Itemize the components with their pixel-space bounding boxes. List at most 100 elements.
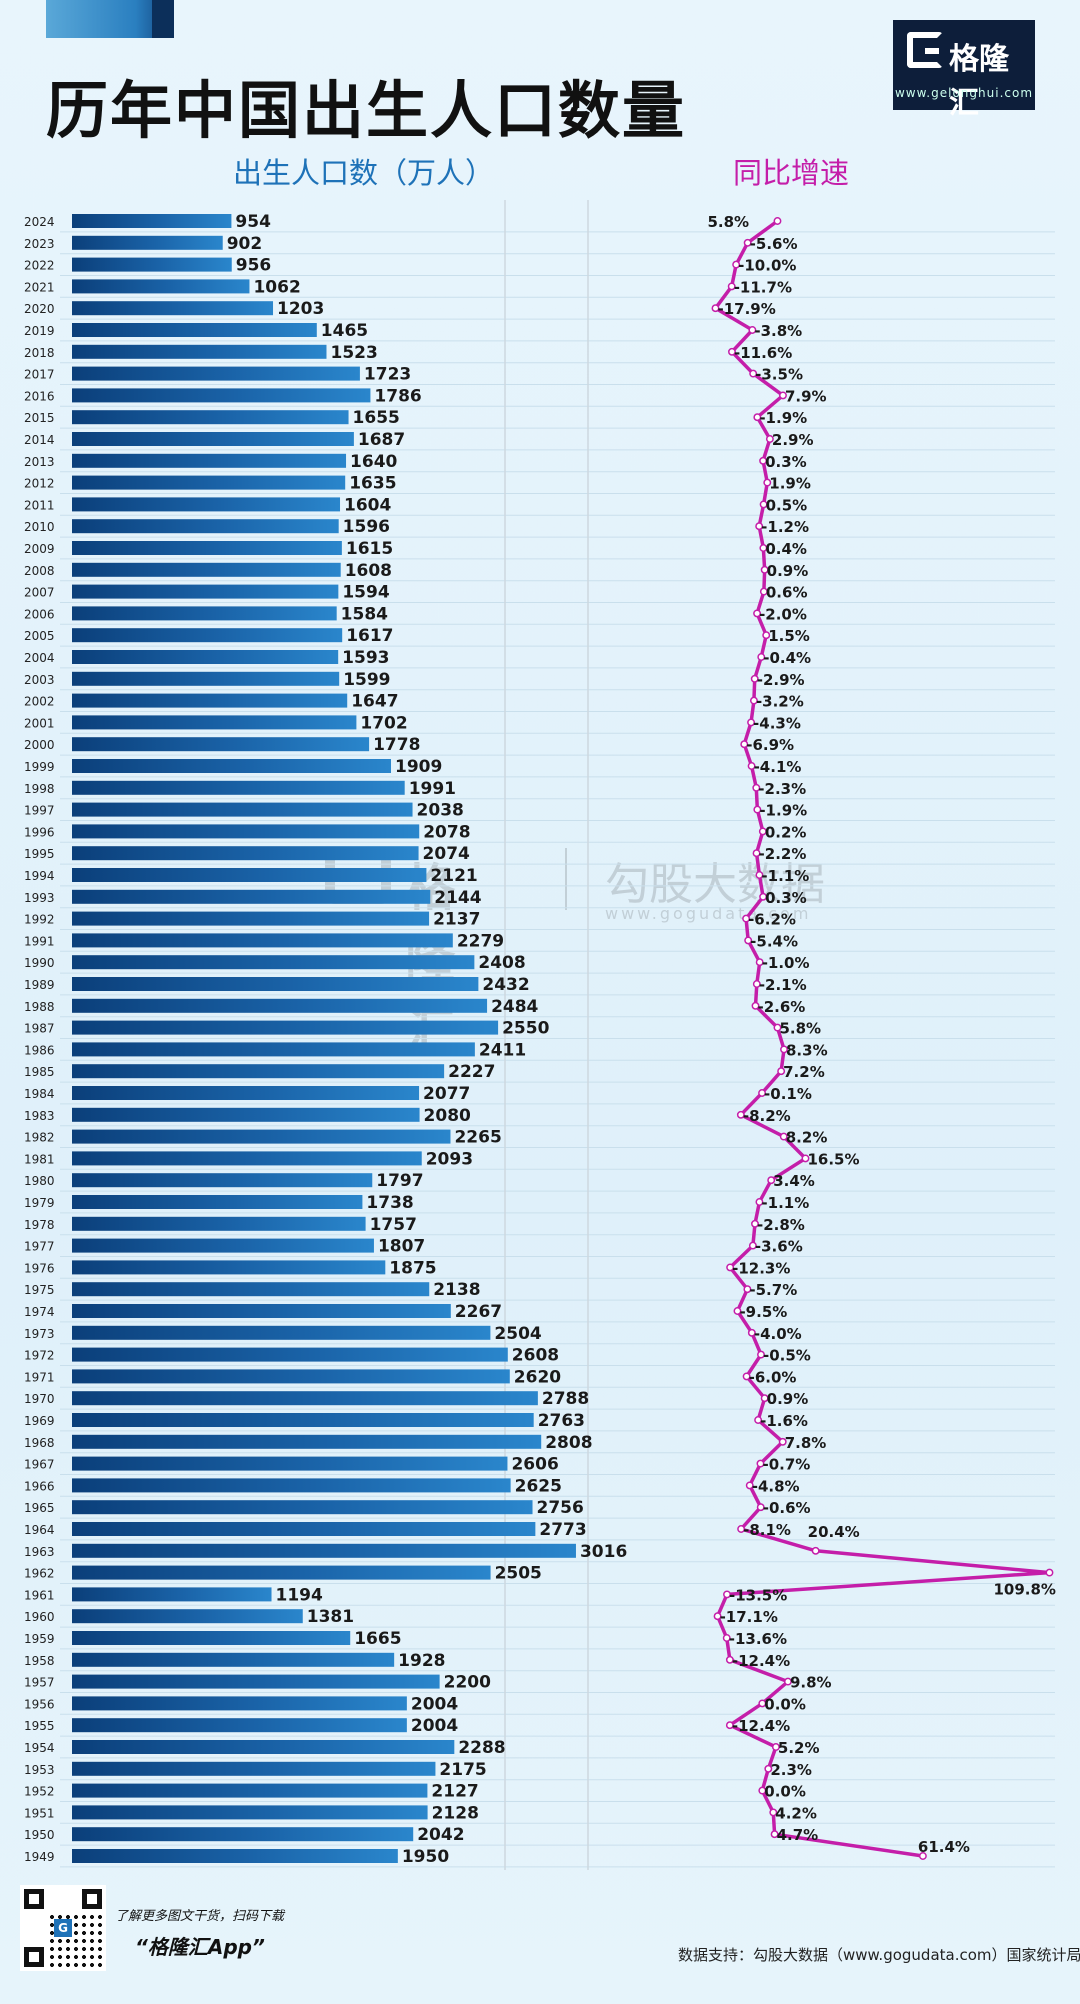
growth-value-label: -9.5% (739, 1303, 787, 1321)
bar-value-label: 1203 (277, 299, 324, 319)
growth-value-label: 0.6% (766, 584, 808, 602)
bar-value-label: 2004 (411, 1694, 458, 1714)
growth-value-label: -6.9% (746, 736, 794, 754)
year-tick-label: 1949 (24, 1850, 55, 1864)
growth-value-label: 1.5% (768, 627, 810, 645)
growth-value-label: -3.6% (755, 1238, 803, 1256)
bar-value-label: 2408 (478, 953, 525, 973)
bar-value-label: 1665 (354, 1629, 401, 1649)
birth-bar (72, 1696, 407, 1711)
year-tick-label: 1995 (24, 847, 55, 861)
birth-bar (72, 432, 354, 446)
birth-bar (72, 737, 370, 752)
birth-bar (72, 693, 348, 708)
growth-value-label: 7.9% (785, 387, 827, 405)
bar-value-label: 1599 (343, 670, 390, 690)
year-tick-label: 1983 (24, 1109, 55, 1123)
growth-point (726, 1263, 735, 1272)
growth-point (779, 1132, 788, 1141)
data-source: 数据支持：勾股大数据（www.gogudata.com）国家统计局 (678, 1946, 1080, 1964)
birth-bar (72, 344, 327, 359)
birth-bar (72, 1151, 422, 1166)
bar-value-label: 1596 (343, 517, 390, 537)
growth-point (752, 980, 761, 988)
growth-value-label: 7.2% (783, 1063, 825, 1081)
growth-value-label: -2.8% (757, 1216, 805, 1234)
bar-value-label: 2200 (444, 1673, 491, 1693)
qr-code[interactable]: G (20, 1885, 106, 1971)
growth-point (758, 1699, 767, 1708)
footer-app-name: “格隆汇App” (135, 1935, 265, 1959)
bar-value-label: 1617 (346, 626, 393, 646)
bar-value-label: 2505 (495, 1564, 542, 1584)
growth-value-label: -11.7% (734, 278, 792, 296)
growth-value-label: -2.2% (759, 845, 807, 863)
growth-value-label: -2.3% (758, 780, 806, 798)
bar-value-label: 2773 (539, 1520, 586, 1540)
birth-bar (72, 301, 274, 316)
birth-bar (72, 1282, 430, 1297)
year-tick-label: 2014 (24, 433, 55, 447)
growth-value-label: 0.9% (767, 1390, 809, 1408)
growth-point (725, 1655, 734, 1664)
bar-value-label: 2620 (514, 1367, 561, 1387)
growth-point (764, 1764, 773, 1773)
growth-point (770, 1830, 779, 1839)
growth-value-label: -12.4% (732, 1717, 790, 1735)
year-tick-label: 1991 (24, 934, 55, 948)
growth-point (749, 696, 758, 705)
birth-bar (72, 1718, 407, 1733)
growth-point (755, 522, 764, 531)
birth-bar (72, 1500, 533, 1515)
bar-value-label: 2267 (455, 1302, 502, 1322)
bar-value-label: 1604 (344, 495, 391, 515)
bar-value-label: 1786 (374, 386, 421, 406)
birth-bar (72, 780, 405, 795)
year-tick-label: 1992 (24, 913, 55, 927)
growth-point (752, 849, 761, 858)
growth-point (780, 1045, 788, 1054)
birth-bar (72, 1587, 272, 1602)
bar-value-label: 1778 (373, 735, 420, 755)
growth-value-label: -4.0% (754, 1325, 802, 1343)
birth-bar (72, 1456, 508, 1471)
bar-value-label: 1757 (370, 1215, 417, 1235)
growth-value-label: -13.5% (729, 1586, 787, 1604)
bar-value-label: 1797 (376, 1171, 423, 1191)
birth-bar (72, 1478, 511, 1493)
growth-value-label: -6.0% (749, 1368, 797, 1386)
year-tick-label: 2012 (24, 477, 55, 491)
bar-value-label: 2788 (542, 1389, 589, 1409)
growth-point (756, 1459, 765, 1468)
year-tick-label: 1958 (24, 1654, 55, 1668)
birth-bar (72, 475, 346, 490)
growth-value-label: -1.1% (761, 1194, 809, 1212)
year-tick-label: 2020 (24, 302, 55, 316)
bar-value-label: 2137 (433, 910, 480, 930)
birth-bar (72, 628, 343, 643)
growth-point (759, 500, 768, 509)
bar-value-label: 956 (236, 256, 271, 276)
qr-finder-tl (24, 1889, 44, 1909)
growth-point (736, 1110, 745, 1119)
birth-bar (72, 824, 420, 839)
brand-logo-name: 格隆汇 (949, 42, 1009, 121)
growth-point (750, 674, 759, 683)
birth-bar (72, 889, 431, 904)
growth-point (743, 238, 752, 247)
year-tick-label: 1987 (24, 1022, 55, 1036)
birth-bar (72, 1849, 398, 1863)
year-tick-label: 1970 (24, 1392, 55, 1406)
growth-point (759, 456, 768, 465)
growth-value-label: 4.7% (777, 1826, 819, 1844)
growth-point (755, 871, 764, 879)
growth-point (742, 1372, 751, 1381)
year-tick-label: 1965 (24, 1501, 55, 1515)
year-tick-label: 1973 (24, 1327, 55, 1341)
bar-value-label: 2227 (448, 1062, 495, 1082)
growth-value-label: -2.6% (758, 998, 806, 1016)
year-tick-label: 1963 (24, 1545, 55, 1559)
brand-logo: 格隆汇 www.gelonghui.com (893, 20, 1035, 121)
birth-bar (72, 562, 341, 577)
year-tick-label: 2005 (24, 629, 55, 643)
